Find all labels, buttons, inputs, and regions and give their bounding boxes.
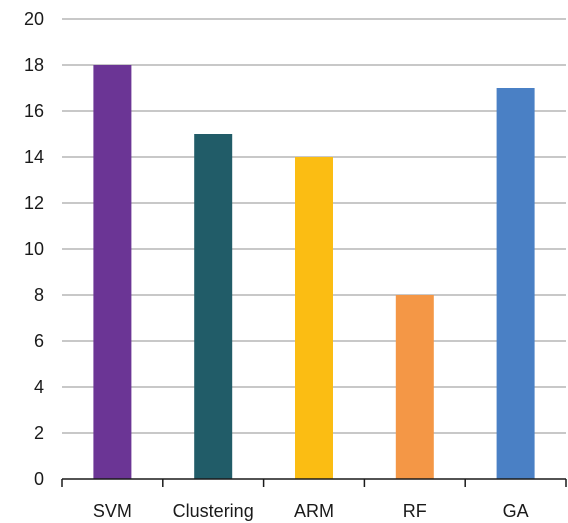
y-axis-tick-labels: 0 2 4 6 8 10 12 14 16 18 20 [24,9,44,489]
y-tick-label: 12 [24,193,44,213]
y-tick-label: 6 [34,331,44,351]
y-tick-label: 8 [34,285,44,305]
x-tick-label: GA [503,501,529,521]
y-tick-label: 18 [24,55,44,75]
y-tick-label: 4 [34,377,44,397]
x-tick-label: RF [403,501,427,521]
bar-rf [395,295,434,479]
bar-ga [496,88,535,479]
y-tick-label: 16 [24,101,44,121]
x-axis-tick-labels: SVM Clustering ARM RF GA [93,501,529,521]
y-tick-label: 20 [24,9,44,29]
x-tick-label: Clustering [173,501,254,521]
x-axis [61,478,567,487]
y-tick-label: 0 [34,469,44,489]
bar-arm [295,157,333,479]
y-tick-label: 14 [24,147,44,167]
x-tick-label: SVM [93,501,132,521]
y-tick-label: 2 [34,423,44,443]
bars [93,65,535,479]
bar-svm [93,65,132,479]
bar-clustering [194,134,233,479]
x-tick-label: ARM [294,501,334,521]
y-tick-label: 10 [24,239,44,259]
